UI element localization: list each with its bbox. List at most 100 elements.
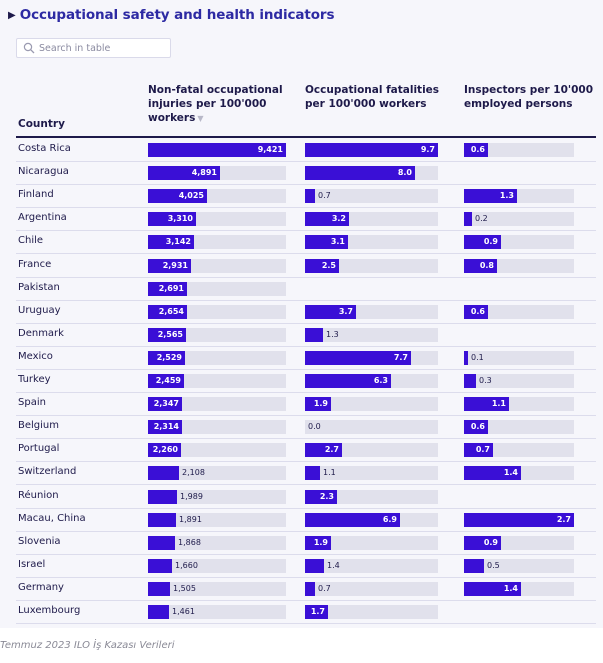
inspectors-value-label: 0.2 xyxy=(475,214,488,224)
inspectors-value-label: 1.3 xyxy=(499,191,514,201)
inspectors-bar xyxy=(464,535,501,550)
injuries-value-label: 1,660 xyxy=(175,560,198,570)
fatalities-bar-track: 1.4 xyxy=(305,558,438,573)
country-cell: Turkey xyxy=(18,374,51,385)
injuries-bar-track: 2,314 xyxy=(148,420,286,435)
injuries-value-label: 3,142 xyxy=(165,237,191,247)
row-divider xyxy=(16,599,596,601)
fatalities-bar-track: 7.7 xyxy=(305,350,438,365)
fatalities-bar-track: 1.7 xyxy=(305,605,438,619)
injuries-bar-track: 3,142 xyxy=(148,235,286,250)
country-cell: Nicaragua xyxy=(18,166,69,178)
column-header-fatalities[interactable]: Occupational fatalities per 100'000 work… xyxy=(305,84,440,110)
row-divider xyxy=(16,253,596,255)
inspectors-value-label: 0.6 xyxy=(470,422,485,432)
injuries-value-label: 9,421 xyxy=(257,145,283,154)
column-header-injuries-label: Non-fatal occupational injuries per 100'… xyxy=(148,84,283,124)
table-row: Spain 2,347 1.9 1.1 xyxy=(0,393,603,417)
row-divider xyxy=(16,507,596,509)
table-row: Luxembourg 1,461 1.7 xyxy=(0,601,603,625)
fatalities-bar-track: 1.3 xyxy=(305,327,438,342)
inspectors-bar xyxy=(464,143,488,157)
fatalities-bar xyxy=(305,143,438,157)
injuries-value-label: 2,108 xyxy=(182,468,205,478)
inspectors-bar xyxy=(464,581,521,596)
inspectors-value-label: 0.1 xyxy=(471,352,484,362)
injuries-bar-track: 1,868 xyxy=(148,535,286,550)
table-row: Turkey 2,459 6.3 0.3 xyxy=(0,370,603,394)
inspectors-bar-track: 1.4 xyxy=(464,466,574,481)
inspectors-value-label: 0.6 xyxy=(470,145,485,154)
injuries-bar-track: 1,461 xyxy=(148,605,286,619)
country-cell: Mexico xyxy=(18,350,53,362)
injuries-bar-track: 2,691 xyxy=(148,281,286,296)
row-divider xyxy=(16,184,596,186)
table-row: Israel 1,660 1.4 0.5 xyxy=(0,555,603,578)
injuries-bar xyxy=(148,466,179,481)
triangle-right-icon[interactable]: ▶ xyxy=(8,9,16,21)
injuries-bar xyxy=(148,535,175,550)
injuries-bar-track: 9,421 xyxy=(148,143,286,157)
country-cell: Denmark xyxy=(18,327,64,339)
fatalities-value-label: 3.7 xyxy=(338,306,353,316)
table-row: Denmark 2,565 1.3 xyxy=(0,324,603,347)
inspectors-bar xyxy=(464,558,484,573)
fatalities-bar xyxy=(305,327,323,342)
fatalities-bar xyxy=(305,189,315,204)
injuries-bar xyxy=(148,374,184,388)
column-header-inspectors[interactable]: Inspectors per 10'000 employed persons xyxy=(464,84,594,110)
injuries-bar xyxy=(148,212,196,227)
inspectors-bar-track: 0.5 xyxy=(464,558,574,573)
fatalities-bar xyxy=(305,304,356,319)
row-divider xyxy=(16,345,596,347)
title-row[interactable]: ▶ Occupational safety and health indicat… xyxy=(8,5,335,25)
sort-down-icon[interactable]: ▼ xyxy=(197,114,204,123)
fatalities-value-label: 2.5 xyxy=(321,260,336,270)
injuries-bar xyxy=(148,420,182,435)
injuries-bar xyxy=(148,605,169,619)
injuries-value-label: 2,691 xyxy=(158,283,184,293)
fatalities-bar xyxy=(305,558,324,573)
injuries-bar xyxy=(148,143,286,157)
fatalities-value-label: 1.3 xyxy=(326,329,339,339)
table-row: Chile 3,142 3.1 0.9 xyxy=(0,231,603,255)
inspectors-bar-track: 0.1 xyxy=(464,350,574,365)
fatalities-bar-track: 1.9 xyxy=(305,397,438,412)
fatalities-bar xyxy=(305,512,400,527)
inspectors-bar-track: 0.6 xyxy=(464,420,574,435)
inspectors-value-label: 0.6 xyxy=(470,306,485,316)
country-cell: Belgium xyxy=(18,420,59,432)
injuries-bar-track: 4,891 xyxy=(148,166,286,181)
country-cell: Chile xyxy=(18,235,44,247)
country-cell: France xyxy=(18,258,52,270)
injuries-bar xyxy=(148,397,182,412)
column-header-injuries[interactable]: Non-fatal occupational injuries per 100'… xyxy=(148,83,293,126)
row-divider xyxy=(16,461,596,463)
country-cell: Argentina xyxy=(18,212,67,224)
fatalities-bar-track: 1.9 xyxy=(305,535,438,550)
column-header-country[interactable]: Country xyxy=(18,118,65,130)
injuries-bar-track: 2,529 xyxy=(148,350,286,365)
fatalities-bar-track: 2.3 xyxy=(305,489,438,504)
search-input[interactable] xyxy=(35,42,167,54)
inspectors-bar-track: 0.6 xyxy=(464,143,574,157)
fatalities-bar xyxy=(305,212,349,227)
injuries-bar-track: 2,654 xyxy=(148,304,286,319)
search-box[interactable] xyxy=(16,38,171,58)
table-row: France 2,931 2.5 0.8 xyxy=(0,255,603,278)
fatalities-bar xyxy=(305,397,331,412)
fatalities-value-label: 1.7 xyxy=(310,607,325,616)
injuries-bar-track: 2,459 xyxy=(148,374,286,388)
inspectors-value-label: 0.5 xyxy=(487,560,500,570)
row-divider xyxy=(16,299,596,301)
inspectors-bar-track: 0.3 xyxy=(464,374,574,388)
fatalities-bar-track: 8.0 xyxy=(305,166,438,181)
search-icon xyxy=(23,42,35,54)
fatalities-bar xyxy=(305,374,391,388)
injuries-bar xyxy=(148,443,181,458)
table-row: Pakistan 2,691 xyxy=(0,278,603,301)
injuries-bar xyxy=(148,489,177,504)
row-divider xyxy=(16,576,596,578)
table-row: Costa Rica 9,421 9.7 0.6 xyxy=(0,139,603,163)
table-row: Belgium 2,314 0.0 0.6 xyxy=(0,416,603,440)
